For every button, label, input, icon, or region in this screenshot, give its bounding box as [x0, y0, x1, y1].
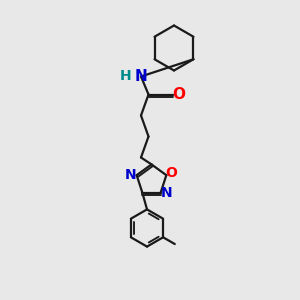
- Text: H: H: [120, 70, 132, 83]
- Text: O: O: [165, 166, 177, 180]
- Text: O: O: [172, 87, 186, 102]
- Text: N: N: [125, 168, 136, 182]
- Text: N: N: [161, 186, 172, 200]
- Text: N: N: [135, 69, 147, 84]
